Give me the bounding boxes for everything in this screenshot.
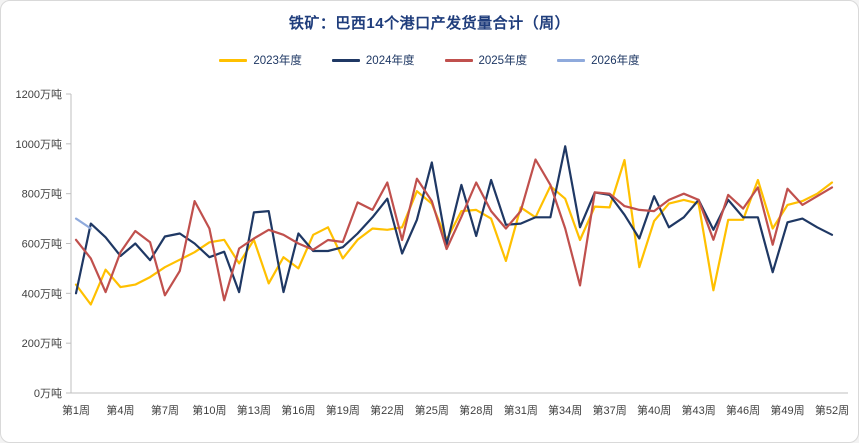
x-tick-label: 第31周 bbox=[504, 403, 538, 417]
legend-label-2025: 2025年度 bbox=[478, 55, 528, 67]
series-line-2026 bbox=[74, 217, 92, 230]
legend-label-2023: 2023年度 bbox=[253, 55, 302, 67]
series-line-2025 bbox=[74, 158, 834, 302]
x-tick-label: 第13周 bbox=[237, 403, 271, 417]
series-line-2023 bbox=[74, 158, 834, 306]
x-tick-label: 第52周 bbox=[815, 403, 849, 417]
chart-title: 铁矿：巴西14个港口产发货量合计（周） bbox=[288, 15, 571, 32]
legend: 2023年度 2024年度 2025年度 2026年度 bbox=[1, 52, 858, 68]
y-tick-label: 1200万吨 bbox=[16, 88, 62, 101]
x-tick-label: 第46周 bbox=[726, 403, 760, 417]
x-tick-label: 第49周 bbox=[770, 403, 804, 417]
legend-label-2024: 2024年度 bbox=[365, 55, 415, 67]
x-tick-label: 第28周 bbox=[459, 403, 493, 417]
x-tick-label: 第4周 bbox=[106, 403, 134, 417]
x-tick-label: 第43周 bbox=[681, 403, 715, 417]
x-tick-label: 第34周 bbox=[548, 403, 582, 417]
x-tick-label: 第7周 bbox=[151, 403, 179, 417]
y-tick-label: 1000万吨 bbox=[16, 138, 62, 151]
x-tick-label: 第40周 bbox=[637, 403, 671, 417]
x-tick-label: 第25周 bbox=[415, 403, 449, 417]
legend-item-2025: 2025年度 bbox=[444, 52, 528, 68]
legend-item-2024: 2024年度 bbox=[331, 52, 415, 68]
x-tick-label: 第19周 bbox=[326, 403, 360, 417]
y-tick-label: 0万吨 bbox=[34, 387, 62, 400]
x-tick-label: 第10周 bbox=[192, 403, 226, 417]
series-line-2024 bbox=[74, 145, 834, 295]
y-tick-label: 600万吨 bbox=[22, 238, 62, 251]
x-tick-label: 第1周 bbox=[62, 403, 90, 417]
legend-line-swatch-2026 bbox=[557, 58, 586, 62]
x-tick-label: 第37周 bbox=[593, 403, 627, 417]
legend-item-2026: 2026年度 bbox=[557, 52, 640, 68]
y-tick-label: 200万吨 bbox=[22, 337, 62, 350]
legend-line-swatch-2025 bbox=[444, 58, 473, 62]
y-tick-label: 800万吨 bbox=[22, 188, 62, 201]
legend-item-2023: 2023年度 bbox=[219, 52, 302, 68]
x-tick-label: 第16周 bbox=[281, 403, 315, 417]
y-tick-label: 400万吨 bbox=[22, 287, 62, 300]
legend-label-2026: 2026年度 bbox=[591, 55, 640, 67]
legend-line-swatch-2023 bbox=[219, 58, 248, 62]
x-tick-label: 第22周 bbox=[370, 403, 404, 417]
legend-line-swatch-2024 bbox=[331, 58, 360, 62]
